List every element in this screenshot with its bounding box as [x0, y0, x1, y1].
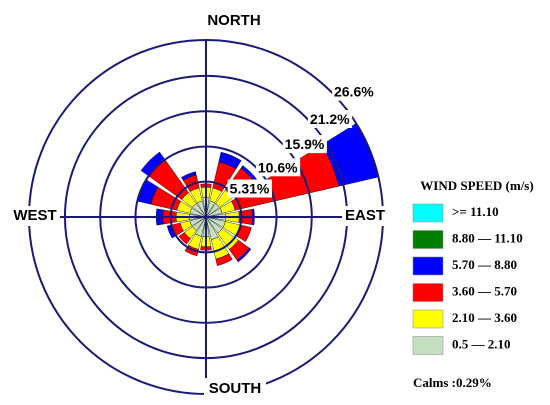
r-tick-bg — [255, 158, 301, 177]
legend-swatch — [412, 256, 444, 276]
legend-swatch — [412, 230, 444, 249]
legend-label: 5.70 — 8.80 — [452, 257, 517, 272]
r-tick-label: 21.2% — [310, 111, 350, 127]
legend-label: 8.80 — 11.10 — [452, 230, 523, 245]
petal-segment — [181, 171, 197, 181]
legend-label: 2.10 — 3.60 — [452, 310, 517, 325]
r-tick-bg — [331, 82, 377, 101]
south-label: SOUTH — [209, 380, 262, 397]
petal-segment — [166, 225, 176, 239]
petal-segment — [178, 232, 191, 245]
r-tick-label: 15.9% — [285, 136, 325, 152]
legend-title: WIND SPEED (m/s) — [420, 178, 533, 193]
legend-label: 3.60 — 5.70 — [452, 283, 517, 298]
grid — [28, 39, 384, 395]
calms-label: Calms :0.29% — [413, 375, 492, 390]
legend-swatch — [412, 309, 444, 329]
r-tick-label: 10.6% — [258, 159, 298, 175]
legend-swatch — [412, 283, 444, 302]
north-label: NORTH — [207, 12, 260, 29]
west-label: WEST — [13, 207, 56, 224]
petal-segment — [236, 247, 252, 263]
r-tick-label: 5.31% — [230, 181, 270, 197]
r-tick-bg — [282, 135, 327, 154]
legend-swatch — [412, 336, 444, 355]
label-bg — [204, 10, 264, 32]
legend-label: >= 11.10 — [452, 204, 499, 219]
petal-segment — [215, 253, 233, 266]
label-bg — [10, 206, 60, 226]
label-bg — [342, 206, 388, 226]
r-tick-label: 26.6% — [334, 84, 374, 100]
petal-segment — [218, 151, 242, 170]
labels: NORTH EAST SOUTH WEST 5.31% 10.6% 15.9% 21.… — [10, 10, 388, 400]
legend-label: 0.5 — 2.10 — [452, 336, 511, 351]
east-label: EAST — [345, 207, 385, 224]
legend-swatch — [412, 203, 444, 223]
r-tick-bg — [307, 110, 353, 129]
r-tick-bg — [227, 179, 272, 198]
label-bg — [204, 378, 266, 400]
petal-segment — [236, 225, 252, 242]
